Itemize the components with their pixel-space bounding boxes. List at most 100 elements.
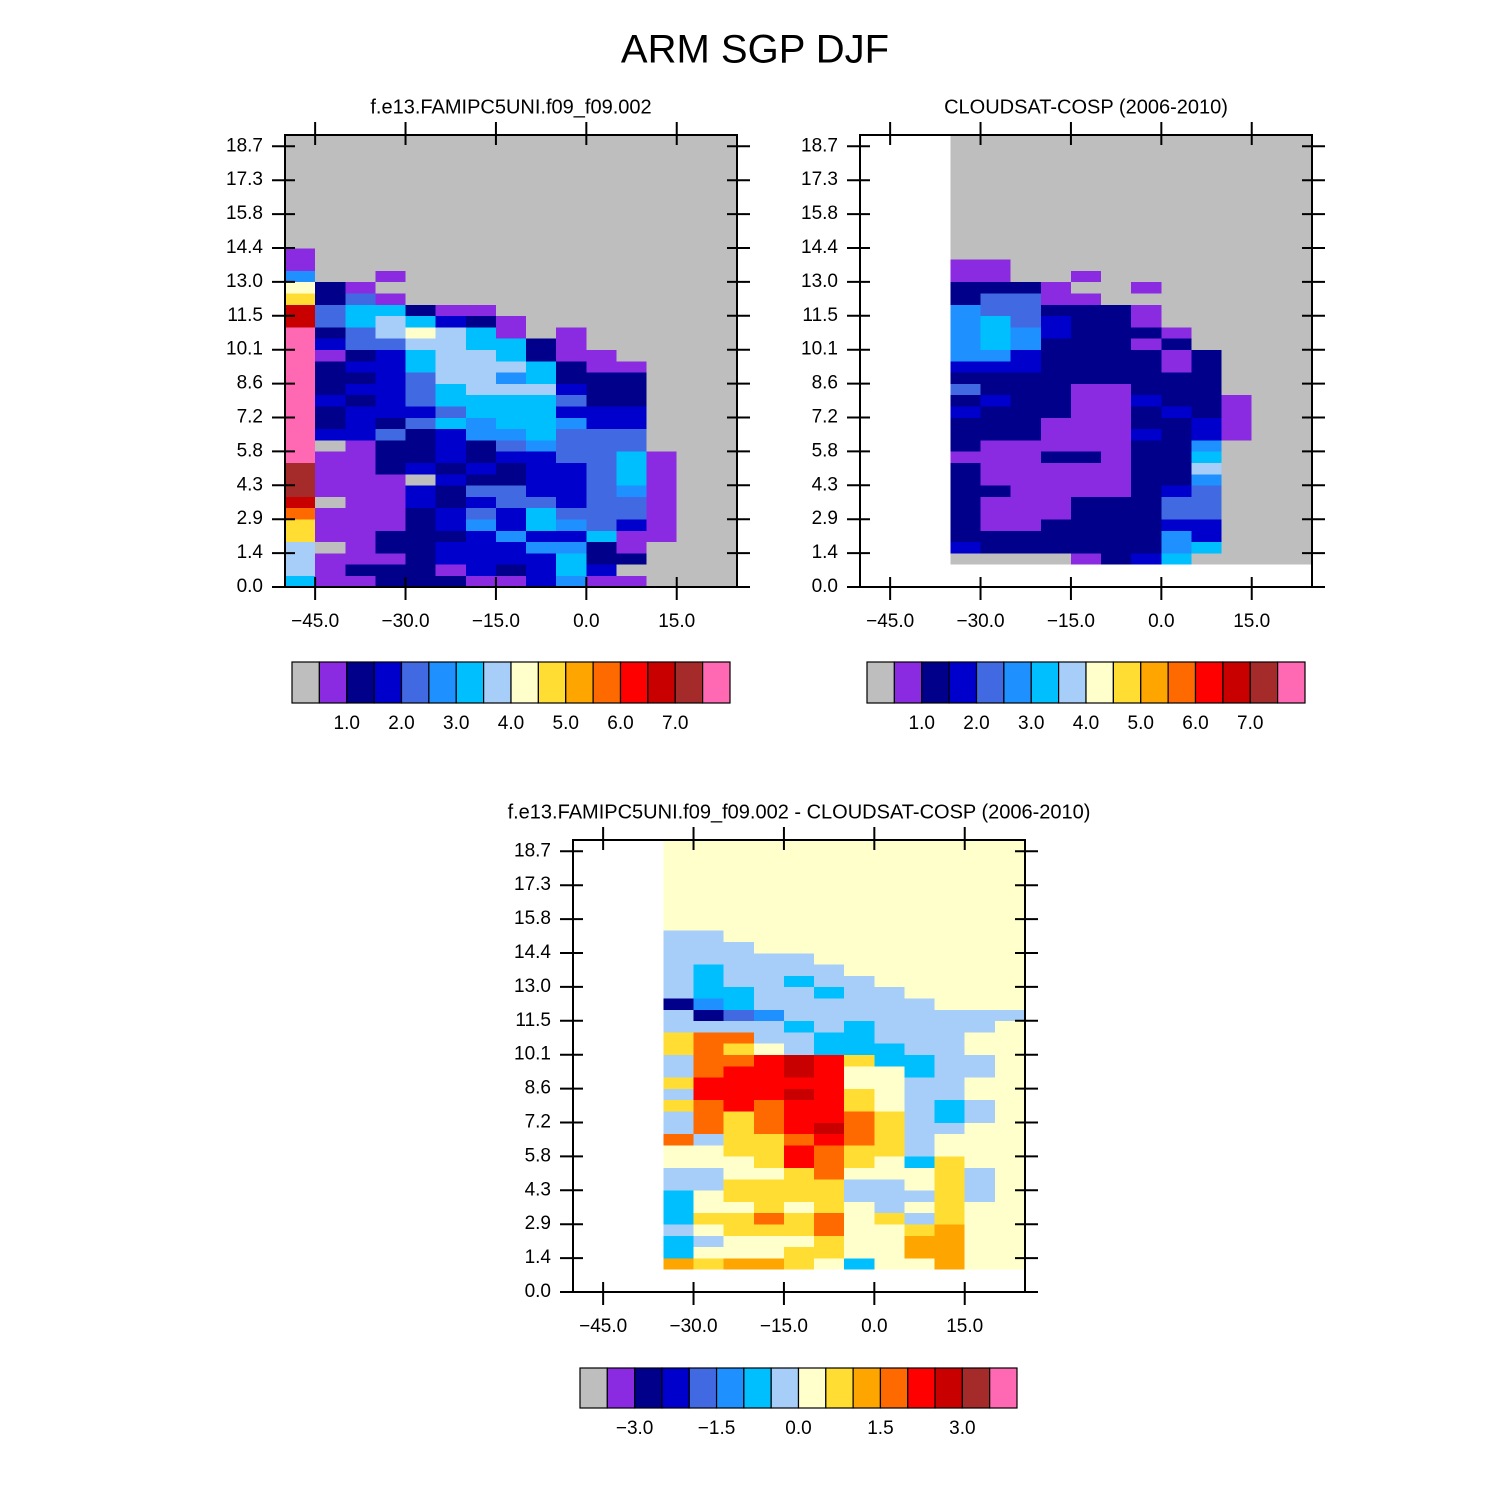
cell [1281,406,1313,418]
cell [315,428,346,441]
cell [1101,270,1132,283]
cell [1191,281,1222,294]
cell [964,919,996,931]
colorbar-label: 1.0 [909,713,935,734]
cell [1070,135,1102,147]
cell [994,873,1026,886]
cell [1070,327,1102,339]
cell [435,496,467,509]
cell [315,214,346,226]
cell [814,1190,845,1202]
cell [465,315,497,328]
cell [844,885,875,897]
cell [934,1224,966,1236]
cell [844,873,875,886]
cell [1191,225,1222,237]
cell [783,964,815,976]
cell [616,293,647,305]
cell [1040,462,1072,475]
cell [980,507,1011,520]
cell [706,406,738,418]
cell [1191,383,1222,396]
cell [753,919,785,931]
cell [1040,372,1072,384]
cell [950,214,981,226]
cell [814,975,845,988]
cell [934,1145,966,1157]
cell [874,975,905,988]
cell [706,541,738,554]
cell [723,1145,755,1157]
cell [980,180,1011,192]
colorbar-label: 4.0 [498,713,524,734]
cell [783,885,815,897]
cell [1040,168,1072,181]
cell [1161,406,1192,418]
cell [753,1156,785,1168]
colorbar-box [579,1367,608,1409]
cell [495,202,527,215]
cell [1221,462,1253,475]
cell [676,135,708,147]
cell [904,1212,935,1225]
cell [1131,304,1162,317]
cell [616,564,647,576]
cell [723,1167,755,1180]
cell [495,428,527,441]
cell [1131,135,1162,147]
cell [874,1212,905,1225]
y-tick-label: 14.4 [226,237,263,258]
cell [964,1224,996,1236]
cell [405,564,436,576]
cell [1161,428,1192,441]
cell [723,1235,755,1248]
cell [1070,236,1102,249]
cell [814,953,845,965]
cell [844,1235,875,1248]
cell [435,248,467,260]
cell [964,1246,996,1259]
cell [465,338,497,350]
cell [874,1020,905,1033]
cell [1221,451,1253,463]
cell [1010,474,1042,486]
cell [1131,496,1162,509]
cell [904,1190,935,1202]
colorbar-label: −3.0 [616,1418,654,1439]
cell [663,1032,694,1044]
y-tick-label: 0.0 [237,576,263,597]
cell [994,1032,1026,1044]
cell [646,327,678,339]
cell [874,1246,905,1259]
cell [1161,541,1192,554]
cell [1161,304,1192,317]
cell [663,1043,694,1055]
cell [964,885,996,897]
cell [1281,440,1313,452]
cell [904,1201,935,1214]
cell [663,1077,694,1089]
cell [646,349,678,362]
cell [723,885,755,897]
y-tick-label: 5.8 [812,440,838,461]
cell [285,530,316,543]
cell [375,394,406,407]
cell [964,998,996,1010]
cell [646,281,678,294]
cell [783,907,815,920]
cell [934,1122,966,1135]
cell [663,1156,694,1168]
cell [1131,440,1162,452]
cell [586,214,617,226]
cell [1161,553,1192,565]
cell [345,519,376,531]
cell [783,919,815,931]
cell [1070,259,1102,271]
cell [693,1054,724,1067]
cell [435,361,467,373]
cell [1040,530,1072,543]
cell [1251,338,1283,350]
cell [526,315,557,328]
cell [706,180,738,192]
x-tick-label: −15.0 [1047,611,1095,632]
